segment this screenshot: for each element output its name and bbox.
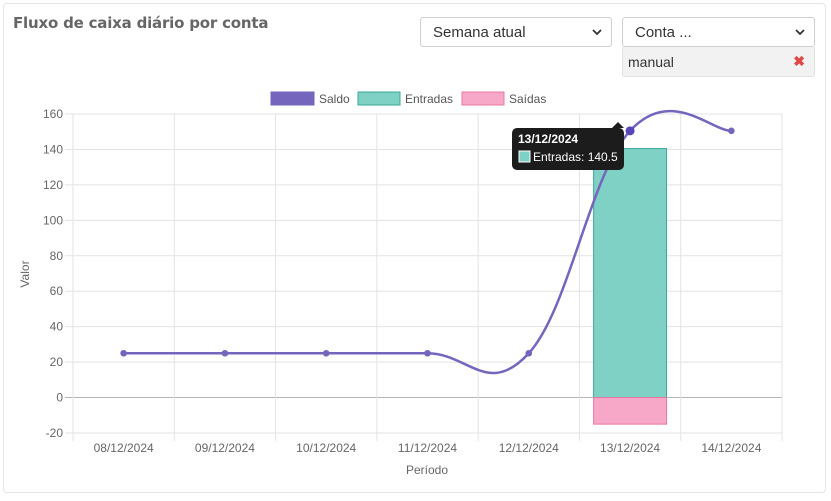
remove-account-icon[interactable]: ✖ [793, 53, 805, 69]
saldo-point [625, 126, 635, 136]
x-tick-label: 09/12/2024 [195, 441, 255, 455]
saldo-point [728, 127, 735, 135]
tooltip-arrow [612, 122, 624, 128]
y-tick-label: -20 [46, 426, 64, 440]
selected-account-chip: manual ✖ [622, 47, 815, 77]
x-tick-label: 13/12/2024 [600, 441, 660, 455]
y-axis-ticks: -20 0 20 40 60 80 100 120 140 160 [43, 107, 63, 440]
x-tick-label: 08/12/2024 [94, 441, 154, 455]
y-tick-label: 0 [56, 391, 63, 405]
y-tick-label: 20 [50, 355, 64, 369]
x-tick-label: 10/12/2024 [296, 441, 356, 455]
tooltip-swatch [518, 150, 531, 163]
y-tick-label: 100 [43, 213, 63, 227]
y-tick-label: 140 [43, 142, 63, 156]
legend-saldo-swatch [270, 91, 315, 106]
saldo-point [525, 349, 533, 357]
chart-card [3, 3, 826, 493]
saldo-point [322, 349, 330, 357]
saldo-point [221, 349, 229, 357]
y-tick-label: 60 [50, 284, 64, 298]
tooltip-body: Entradas: 140.5 [533, 150, 618, 164]
y-tick-label: 40 [50, 320, 64, 334]
legend-saidas-label: Saídas [509, 92, 546, 106]
chart-legend: Saldo Entradas Saídas [270, 91, 546, 106]
page-title: Fluxo de caixa diário por conta [13, 14, 269, 32]
chevron-down-icon [592, 29, 602, 36]
legend-saldo-label: Saldo [319, 92, 350, 106]
chart-grid [65, 113, 783, 441]
account-select[interactable]: Conta ... [622, 17, 815, 47]
x-tick-label: 14/12/2024 [701, 441, 761, 455]
entradas-bar [593, 148, 668, 399]
period-select[interactable]: Semana atual [420, 17, 612, 47]
tooltip-box [512, 128, 624, 170]
y-tick-label: 80 [50, 249, 64, 263]
y-axis-label: Valor [18, 260, 32, 287]
chevron-down-icon [795, 29, 805, 36]
chart-bars [593, 148, 668, 425]
saldo-line-group [120, 109, 735, 375]
chart-tooltip: 13/12/2024 Entradas: 140.5 [512, 122, 624, 170]
account-select-value: Conta ... [635, 24, 692, 41]
x-axis-ticks: 08/12/2024 09/12/2024 10/12/2024 11/12/2024… [94, 441, 762, 455]
saldo-point [120, 349, 127, 357]
saldo-point [424, 349, 431, 357]
legend-entradas-swatch [357, 91, 401, 106]
tooltip-title: 13/12/2024 [518, 132, 578, 146]
period-select-value: Semana atual [433, 24, 526, 41]
saidas-bar [593, 397, 668, 425]
y-tick-label: 120 [43, 178, 63, 192]
x-tick-label: 11/12/2024 [398, 441, 457, 455]
y-tick-label: 160 [43, 107, 63, 121]
x-tick-label: 12/12/2024 [499, 441, 559, 455]
legend-entradas-label: Entradas [405, 92, 453, 106]
x-axis-label: Período [406, 463, 448, 477]
legend-saidas-swatch [461, 91, 505, 106]
selected-account-label: manual [628, 54, 674, 70]
